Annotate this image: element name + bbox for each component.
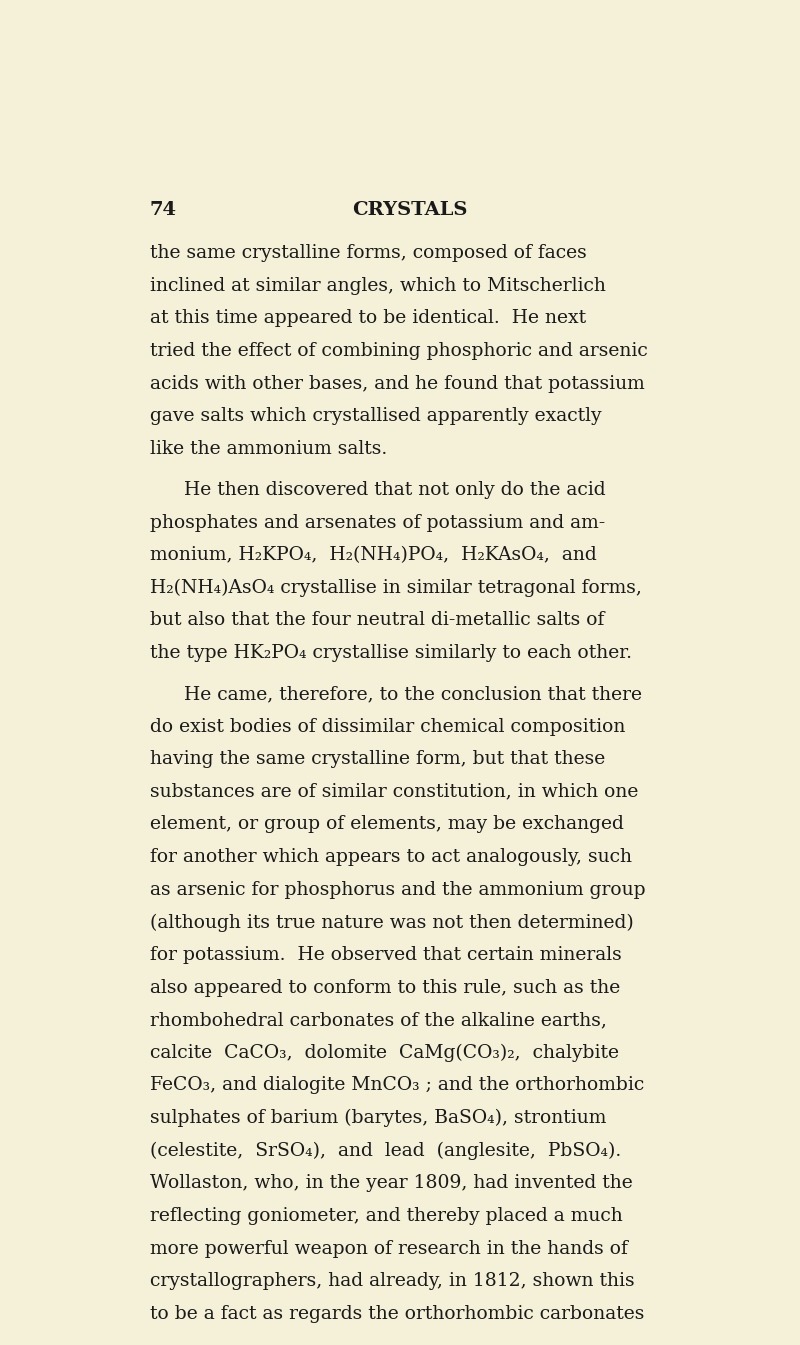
Text: (although its true nature was not then determined): (although its true nature was not then d… — [150, 913, 634, 932]
Text: but also that the four neutral di-metallic salts of: but also that the four neutral di-metall… — [150, 612, 604, 629]
Text: (celestite,  SrSO₄),  and  lead  (anglesite,  PbSO₄).: (celestite, SrSO₄), and lead (anglesite,… — [150, 1142, 621, 1159]
Text: for another which appears to act analogously, such: for another which appears to act analogo… — [150, 849, 632, 866]
Text: crystallographers, had already, in 1812, shown this: crystallographers, had already, in 1812,… — [150, 1272, 634, 1290]
Text: having the same crystalline form, but that these: having the same crystalline form, but th… — [150, 751, 605, 768]
Text: gave salts which crystallised apparently exactly: gave salts which crystallised apparently… — [150, 408, 602, 425]
Text: rhombohedral carbonates of the alkaline earths,: rhombohedral carbonates of the alkaline … — [150, 1011, 606, 1029]
Text: CRYSTALS: CRYSTALS — [352, 200, 468, 219]
Text: 74: 74 — [150, 200, 177, 219]
Text: sulphates of barium (barytes, BaSO₄), strontium: sulphates of barium (barytes, BaSO₄), st… — [150, 1110, 606, 1127]
Text: the type HK₂PO₄ crystallise similarly to each other.: the type HK₂PO₄ crystallise similarly to… — [150, 644, 632, 662]
Text: for potassium.  He observed that certain minerals: for potassium. He observed that certain … — [150, 946, 622, 964]
Text: also appeared to conform to this rule, such as the: also appeared to conform to this rule, s… — [150, 979, 620, 997]
Text: H₂(NH₄)AsO₄ crystallise in similar tetragonal forms,: H₂(NH₄)AsO₄ crystallise in similar tetra… — [150, 578, 642, 597]
Text: like the ammonium salts.: like the ammonium salts. — [150, 440, 387, 459]
Text: Wollaston, who, in the year 1809, had invented the: Wollaston, who, in the year 1809, had in… — [150, 1174, 632, 1192]
Text: substances are of similar constitution, in which one: substances are of similar constitution, … — [150, 783, 638, 800]
Text: inclined at similar angles, which to Mitscherlich: inclined at similar angles, which to Mit… — [150, 277, 606, 295]
Text: to be a fact as regards the orthorhombic carbonates: to be a fact as regards the orthorhombic… — [150, 1305, 644, 1322]
Text: do exist bodies of dissimilar chemical composition: do exist bodies of dissimilar chemical c… — [150, 717, 625, 736]
Text: phosphates and arsenates of potassium and am-: phosphates and arsenates of potassium an… — [150, 514, 605, 531]
Text: more powerful weapon of research in the hands of: more powerful weapon of research in the … — [150, 1240, 627, 1258]
Text: FeCO₃, and dialogite MnCO₃ ; and the orthorhombic: FeCO₃, and dialogite MnCO₃ ; and the ort… — [150, 1076, 644, 1095]
Text: element, or group of elements, may be exchanged: element, or group of elements, may be ex… — [150, 815, 623, 834]
Text: the same crystalline forms, composed of faces: the same crystalline forms, composed of … — [150, 245, 586, 262]
Text: tried the effect of combining phosphoric and arsenic: tried the effect of combining phosphoric… — [150, 342, 647, 360]
Text: He then discovered that not only do the acid: He then discovered that not only do the … — [184, 482, 606, 499]
Text: as arsenic for phosphorus and the ammonium group: as arsenic for phosphorus and the ammoni… — [150, 881, 646, 898]
Text: monium, H₂KPO₄,  H₂(NH₄)PO₄,  H₂KAsO₄,  and: monium, H₂KPO₄, H₂(NH₄)PO₄, H₂KAsO₄, and — [150, 546, 596, 564]
Text: He came, therefore, to the conclusion that there: He came, therefore, to the conclusion th… — [184, 685, 642, 703]
Text: at this time appeared to be identical.  He next: at this time appeared to be identical. H… — [150, 309, 586, 327]
Text: calcite  CaCO₃,  dolomite  CaMg(CO₃)₂,  chalybite: calcite CaCO₃, dolomite CaMg(CO₃)₂, chal… — [150, 1044, 618, 1063]
Text: acids with other bases, and he found that potassium: acids with other bases, and he found tha… — [150, 375, 644, 393]
Text: reflecting goniometer, and thereby placed a much: reflecting goniometer, and thereby place… — [150, 1206, 622, 1225]
